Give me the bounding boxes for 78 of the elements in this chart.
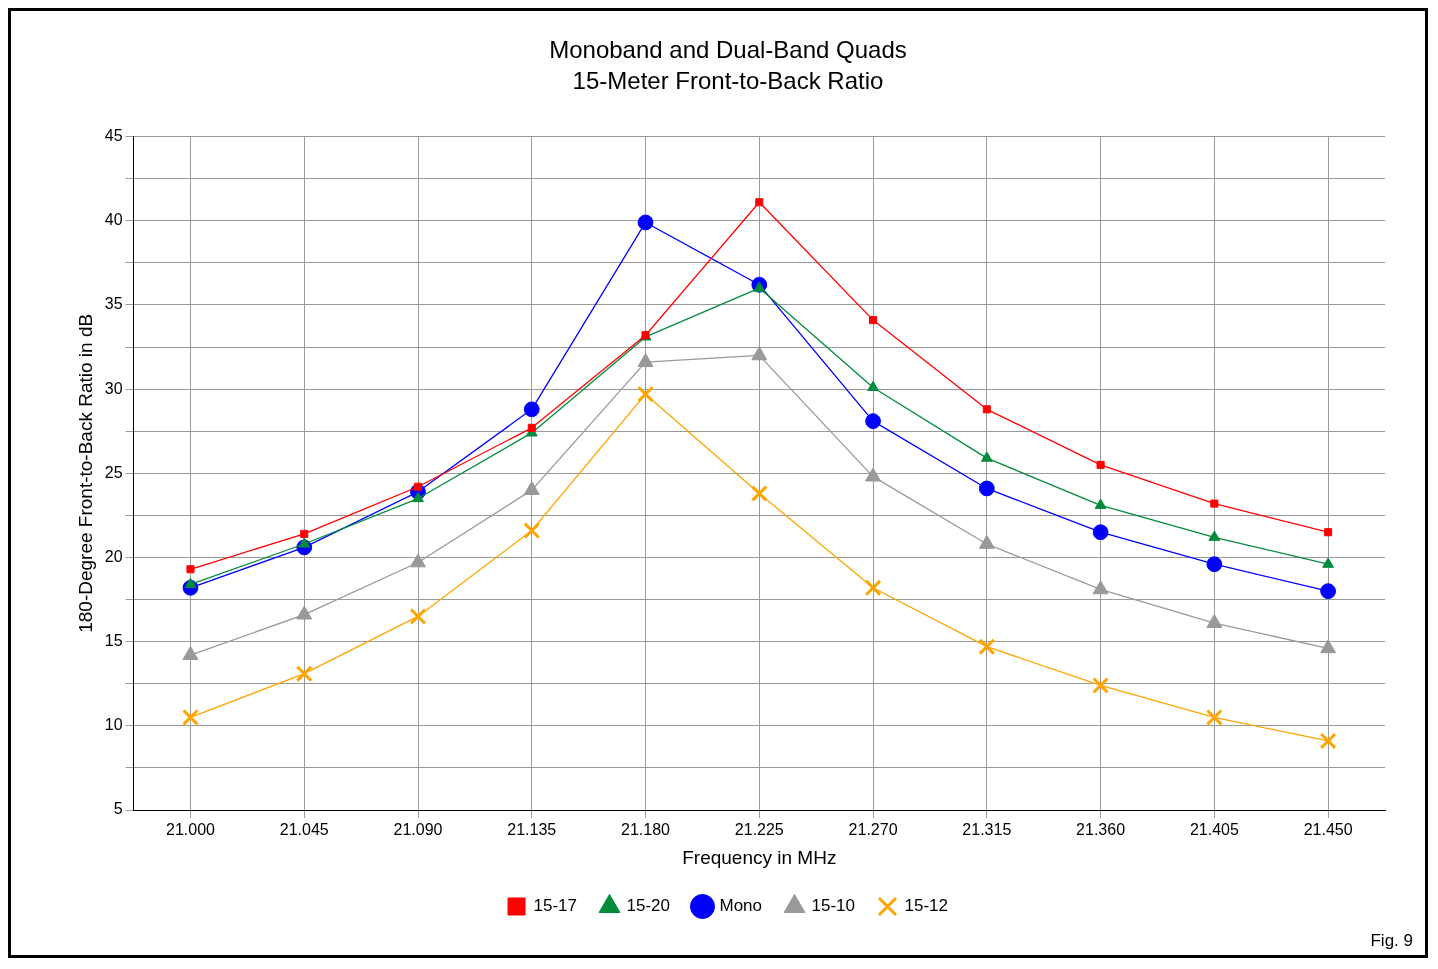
x-tick-label: 21.405 [1189,821,1239,839]
x-tick-label: 21.000 [166,821,216,839]
point [1092,580,1109,595]
y-tick-label: 45 [104,127,123,145]
point [1094,498,1107,509]
point [1206,556,1223,573]
chart-subtitle: 15-Meter Front-to-Back Ratio [572,66,884,94]
legend-label: 15-17 [533,896,578,916]
point [750,485,768,502]
x-tick-label: 21.180 [621,821,671,839]
y-tick-label: 10 [104,716,123,734]
x-tick-label: 21.315 [962,821,1012,839]
x-tick-label: 21.450 [1303,821,1353,839]
point [755,198,764,207]
point [1320,583,1337,600]
x-tick-label: 21.045 [279,821,329,839]
point [295,665,313,683]
point [869,316,878,325]
point [1210,499,1219,508]
legend-label: 15-10 [811,896,855,916]
point [186,565,195,574]
point [982,405,991,414]
point [867,380,879,392]
point [413,482,423,491]
point [296,605,313,620]
point [637,214,654,231]
chart-title: Monoband and Dual-Band Quads [549,36,907,64]
legend-label: 15-20 [626,896,670,916]
point [182,708,199,726]
point [753,281,766,292]
point [865,467,882,482]
x-axis-title: Frequency in MHz [682,846,837,868]
legend-label: 15-12 [904,896,948,916]
point [1320,639,1337,654]
point [182,646,199,660]
point [637,353,654,367]
x-tick-label: 21.270 [848,821,898,839]
point [523,401,540,418]
point [409,607,427,625]
point [978,480,995,497]
y-tick-label: 20 [104,547,123,565]
point [298,537,311,548]
x-tick-label: 21.090 [393,821,443,839]
point [1205,708,1223,726]
point [1096,460,1105,469]
y-axis-title: 180-Degree Front-to-Back Ratio in dB [74,313,96,633]
y-tick-label: 5 [113,800,123,818]
x-tick-label: 21.135 [507,821,557,839]
y-tick-label: 35 [104,295,123,313]
point [412,491,424,503]
point [523,481,540,495]
point [1092,676,1110,694]
point [980,451,993,462]
point [1324,528,1333,537]
point [978,534,995,549]
y-tick-label: 25 [104,463,123,481]
x-tick-label: 21.225 [734,821,784,839]
point [1322,557,1334,568]
point [300,529,309,538]
point [978,638,996,656]
point [1319,732,1337,750]
point [865,413,881,430]
point [1092,524,1109,541]
point [1208,530,1221,541]
point [410,553,426,568]
x-tick-label: 21.360 [1076,821,1126,839]
point [527,423,536,432]
point [1206,614,1223,628]
point [751,346,768,361]
point [523,522,541,539]
legend-label: Mono [719,896,763,916]
y-tick-label: 30 [104,379,123,397]
caption: Fig. 9 [1370,930,1413,950]
point [637,385,654,403]
point [184,577,197,589]
y-tick-label: 15 [104,632,123,650]
y-tick-label: 40 [104,211,123,229]
point [864,579,882,597]
